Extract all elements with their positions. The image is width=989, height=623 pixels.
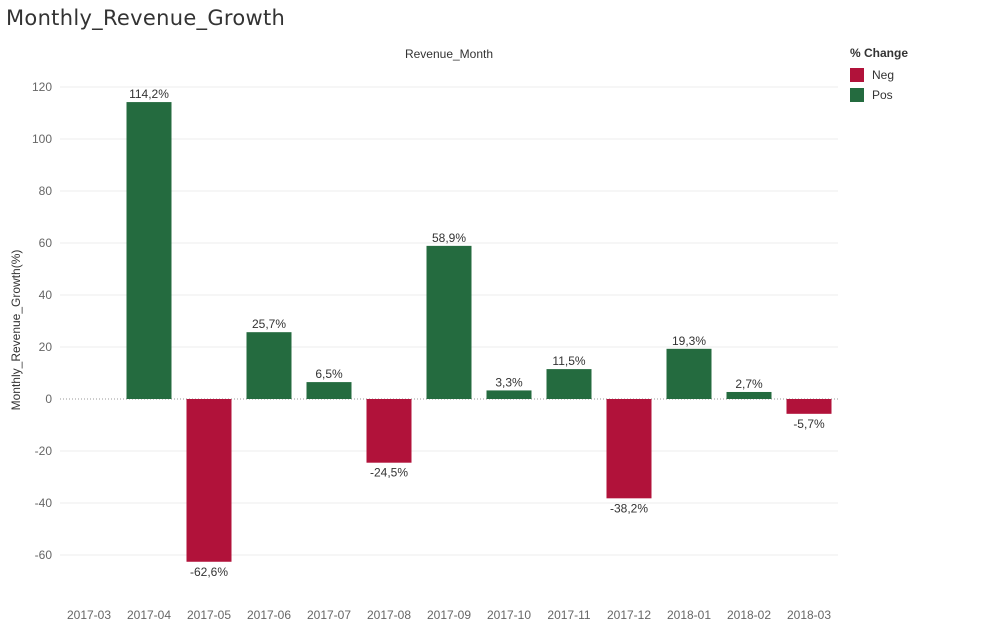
y-tick-label: 100 — [32, 132, 52, 146]
x-tick-label: 2017-12 — [607, 608, 651, 622]
bar-2017-12[interactable] — [606, 399, 652, 499]
legend-label-neg: Neg — [872, 68, 895, 82]
data-label-2017-04: 114,2% — [129, 87, 169, 101]
bars — [126, 102, 832, 562]
bar-2018-01[interactable] — [666, 348, 712, 399]
data-labels: 114,2% -62,6% 25,7% 6,5% -24,5% 58,9% 3,3% 11,5… — [129, 87, 825, 579]
legend-swatch-pos — [850, 88, 864, 102]
x-axis-ticks: 2017-03 2017-04 2017-05 2017-06 2017-07 2017-… — [67, 608, 831, 622]
data-label-2018-02: 2,7% — [735, 377, 763, 391]
x-tick-label: 2017-09 — [427, 608, 471, 622]
data-label-2018-01: 19,3% — [672, 334, 706, 348]
bar-2017-08[interactable] — [366, 399, 412, 463]
data-label-2018-03: -5,7% — [793, 417, 825, 431]
data-label-2017-12: -38,2% — [610, 501, 648, 515]
bar-2017-11[interactable] — [546, 369, 592, 399]
y-tick-label: 40 — [39, 288, 53, 302]
x-tick-label: 2018-03 — [787, 608, 831, 622]
x-tick-label: 2018-01 — [667, 608, 711, 622]
data-label-2017-06: 25,7% — [252, 317, 286, 331]
bar-2017-06[interactable] — [246, 332, 292, 399]
bar-2017-05[interactable] — [186, 399, 232, 562]
y-tick-label: -20 — [35, 444, 53, 458]
y-tick-label: 120 — [32, 80, 52, 94]
x-tick-label: 2017-10 — [487, 608, 531, 622]
legend-title: % Change — [850, 46, 909, 60]
y-tick-label: 20 — [39, 340, 53, 354]
y-tick-label: -60 — [35, 548, 53, 562]
bar-2018-02[interactable] — [726, 391, 772, 399]
data-label-2017-07: 6,5% — [315, 367, 343, 381]
data-label-2017-10: 3,3% — [495, 375, 523, 389]
bar-chart: 120 100 80 60 40 20 0 -20 -40 -60 114,2% -62,6% 25,… — [9, 47, 838, 622]
y-tick-label: 60 — [39, 236, 53, 250]
x-tick-label: 2017-08 — [367, 608, 411, 622]
data-label-2017-05: -62,6% — [190, 565, 228, 579]
x-tick-label: 2017-05 — [187, 608, 231, 622]
legend-label-pos: Pos — [872, 88, 893, 102]
y-tick-label: 80 — [39, 184, 53, 198]
legend-item-pos[interactable]: Pos — [850, 85, 908, 105]
data-label-2017-11: 11,5% — [552, 354, 585, 368]
x-tick-label: 2017-04 — [127, 608, 171, 622]
bar-2017-04[interactable] — [126, 102, 172, 399]
bar-2017-07[interactable] — [306, 382, 352, 399]
bar-2017-09[interactable] — [426, 245, 472, 399]
y-tick-label: -40 — [35, 496, 53, 510]
x-axis-title: Revenue_Month — [405, 47, 493, 61]
x-tick-label: 2017-03 — [67, 608, 111, 622]
legend-swatch-neg — [850, 68, 864, 82]
data-label-2017-08: -24,5% — [370, 466, 408, 480]
bar-2018-03[interactable] — [786, 399, 832, 414]
x-tick-label: 2017-07 — [307, 608, 351, 622]
x-tick-label: 2017-11 — [547, 608, 590, 622]
x-tick-label: 2018-02 — [727, 608, 771, 622]
data-label-2017-09: 58,9% — [432, 231, 466, 245]
y-tick-label: 0 — [45, 392, 52, 406]
y-axis-ticks: 120 100 80 60 40 20 0 -20 -40 -60 — [32, 80, 52, 562]
bar-2017-10[interactable] — [486, 390, 532, 399]
chart-title: Monthly_Revenue_Growth — [6, 6, 286, 30]
y-axis-title: Monthly_Revenue_Growth(%) — [9, 250, 23, 411]
legend-item-neg[interactable]: Neg — [850, 65, 908, 85]
legend: % Change Neg Pos — [850, 46, 908, 105]
x-tick-label: 2017-06 — [247, 608, 291, 622]
